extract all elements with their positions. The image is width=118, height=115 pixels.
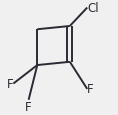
Text: F: F (87, 83, 94, 96)
Text: F: F (25, 100, 32, 113)
Text: Cl: Cl (87, 2, 99, 15)
Text: F: F (7, 77, 13, 90)
